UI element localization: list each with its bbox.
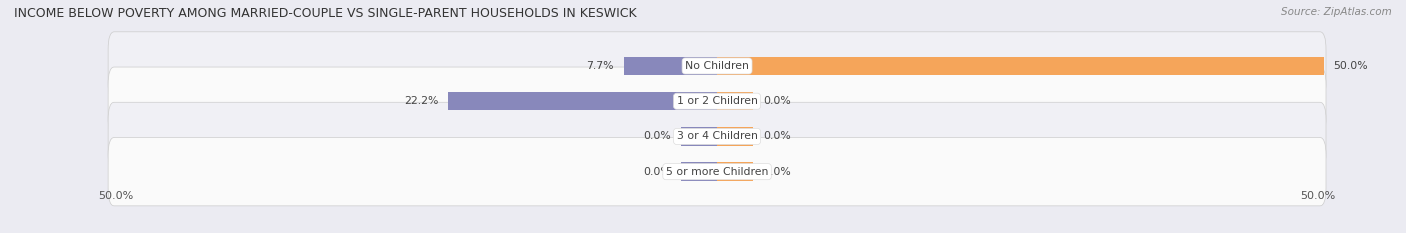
- Bar: [717, 92, 754, 110]
- Text: 50.0%: 50.0%: [1301, 191, 1336, 201]
- Bar: [681, 127, 717, 146]
- Bar: [717, 162, 754, 181]
- Text: 0.0%: 0.0%: [643, 167, 671, 177]
- Text: 50.0%: 50.0%: [1333, 61, 1368, 71]
- Text: 7.7%: 7.7%: [586, 61, 614, 71]
- Text: 50.0%: 50.0%: [98, 191, 134, 201]
- Text: 0.0%: 0.0%: [763, 131, 792, 141]
- Bar: [717, 57, 1323, 75]
- Bar: [624, 57, 717, 75]
- Text: INCOME BELOW POVERTY AMONG MARRIED-COUPLE VS SINGLE-PARENT HOUSEHOLDS IN KESWICK: INCOME BELOW POVERTY AMONG MARRIED-COUPL…: [14, 7, 637, 20]
- FancyBboxPatch shape: [108, 67, 1326, 135]
- FancyBboxPatch shape: [108, 137, 1326, 206]
- Text: 5 or more Children: 5 or more Children: [666, 167, 768, 177]
- Text: 0.0%: 0.0%: [763, 167, 792, 177]
- Text: Source: ZipAtlas.com: Source: ZipAtlas.com: [1281, 7, 1392, 17]
- Text: 0.0%: 0.0%: [763, 96, 792, 106]
- Text: 3 or 4 Children: 3 or 4 Children: [676, 131, 758, 141]
- Text: No Children: No Children: [685, 61, 749, 71]
- Text: 0.0%: 0.0%: [643, 131, 671, 141]
- FancyBboxPatch shape: [108, 102, 1326, 171]
- Bar: [717, 127, 754, 146]
- Text: 22.2%: 22.2%: [404, 96, 439, 106]
- FancyBboxPatch shape: [108, 32, 1326, 100]
- Text: 1 or 2 Children: 1 or 2 Children: [676, 96, 758, 106]
- Bar: [681, 162, 717, 181]
- Bar: [447, 92, 717, 110]
